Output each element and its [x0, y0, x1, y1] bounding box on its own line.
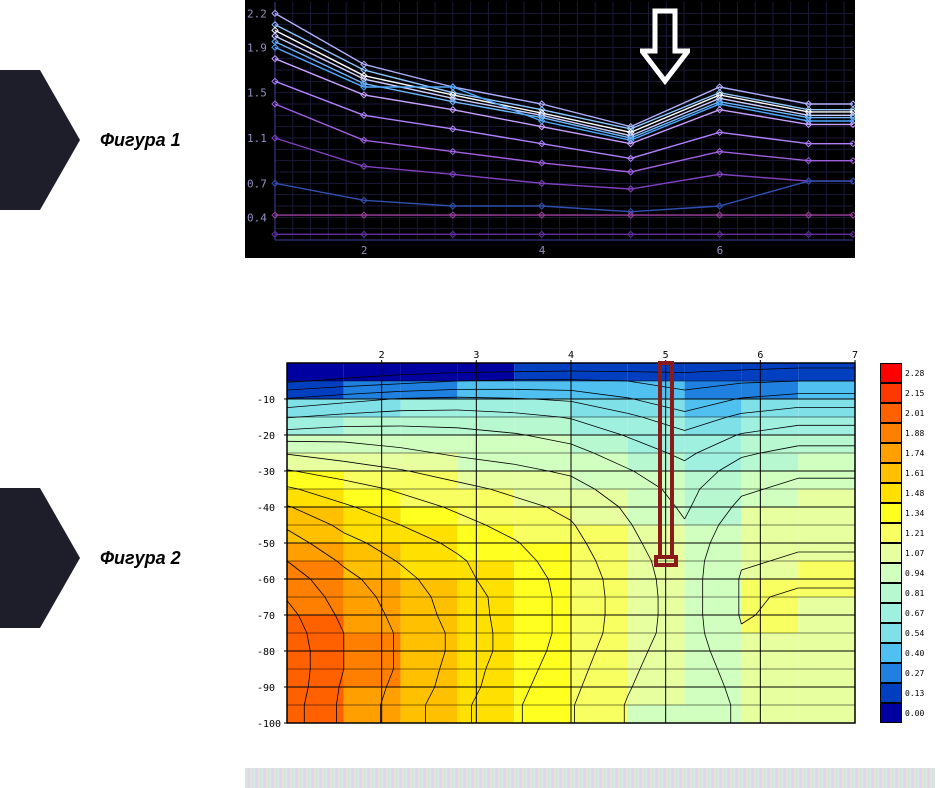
legend-row: 0.54	[880, 623, 940, 643]
legend-row: 1.21	[880, 523, 940, 543]
svg-text:-20: -20	[257, 431, 275, 442]
svg-text:-50: -50	[257, 539, 275, 550]
probe-marker-foot	[654, 555, 678, 567]
svg-text:7: 7	[852, 350, 858, 361]
legend-value: 0.13	[905, 689, 924, 698]
legend-swatch	[880, 563, 902, 583]
legend-value: 0.94	[905, 569, 924, 578]
legend-value: 1.07	[905, 549, 924, 558]
legend-row: 2.01	[880, 403, 940, 423]
legend-row: 1.88	[880, 423, 940, 443]
legend-row: 0.81	[880, 583, 940, 603]
legend-row: 1.34	[880, 503, 940, 523]
legend-value: 1.34	[905, 509, 924, 518]
figure1-pointer: Фигура 1	[0, 70, 181, 210]
legend-row: 0.27	[880, 663, 940, 683]
legend-value: 1.61	[905, 469, 924, 478]
svg-text:-100: -100	[257, 719, 281, 730]
legend-row: 1.74	[880, 443, 940, 463]
svg-text:6: 6	[717, 244, 724, 257]
legend-value: 1.74	[905, 449, 924, 458]
legend-row: 0.13	[880, 683, 940, 703]
legend-row: 0.00	[880, 703, 940, 723]
svg-text:2: 2	[361, 244, 368, 257]
legend-value: 0.81	[905, 589, 924, 598]
legend-swatch	[880, 603, 902, 623]
legend-row: 2.15	[880, 383, 940, 403]
svg-text:5: 5	[663, 350, 669, 361]
figure2-legend: 2.28 2.15 2.01 1.88 1.74 1.61 1.48 1.34 1.21 1.07…	[880, 363, 940, 723]
legend-row: 2.28	[880, 363, 940, 383]
figure1-chart: 0.4 0.7 1.1 1.5 1.9 2.2 2 4 6	[245, 0, 855, 258]
pointer-shape	[0, 70, 80, 210]
legend-swatch	[880, 463, 902, 483]
legend-row: 1.61	[880, 463, 940, 483]
svg-text:-30: -30	[257, 467, 275, 478]
legend-swatch	[880, 423, 902, 443]
legend-swatch	[880, 403, 902, 423]
svg-text:1.5: 1.5	[247, 87, 267, 100]
legend-swatch	[880, 703, 902, 723]
legend-row: 1.48	[880, 483, 940, 503]
legend-value: 0.27	[905, 669, 924, 678]
legend-swatch	[880, 523, 902, 543]
legend-swatch	[880, 643, 902, 663]
legend-value: 0.00	[905, 709, 924, 718]
legend-value: 2.28	[905, 369, 924, 378]
arrow-down-icon	[640, 6, 690, 86]
svg-text:4: 4	[568, 350, 574, 361]
svg-text:-40: -40	[257, 503, 275, 514]
svg-text:-60: -60	[257, 575, 275, 586]
probe-marker	[658, 361, 674, 559]
svg-text:4: 4	[539, 244, 546, 257]
figure1-label: Фигура 1	[100, 130, 181, 151]
figure2-pointer: Фигура 2	[0, 488, 181, 628]
svg-text:-80: -80	[257, 647, 275, 658]
legend-value: 0.54	[905, 629, 924, 638]
legend-swatch	[880, 363, 902, 383]
legend-value: 2.01	[905, 409, 924, 418]
legend-value: 2.15	[905, 389, 924, 398]
svg-text:6: 6	[757, 350, 763, 361]
legend-value: 1.48	[905, 489, 924, 498]
legend-swatch	[880, 483, 902, 503]
legend-value: 1.21	[905, 529, 924, 538]
figure1-svg: 0.4 0.7 1.1 1.5 1.9 2.2 2 4 6	[245, 0, 855, 258]
svg-text:-90: -90	[257, 683, 275, 694]
legend-swatch	[880, 543, 902, 563]
svg-text:1.1: 1.1	[247, 132, 267, 145]
legend-swatch	[880, 663, 902, 683]
svg-text:3: 3	[473, 350, 479, 361]
figure2-label: Фигура 2	[100, 548, 181, 569]
svg-text:-10: -10	[257, 395, 275, 406]
legend-value: 0.40	[905, 649, 924, 658]
legend-row: 0.40	[880, 643, 940, 663]
noise-strip	[245, 768, 935, 788]
svg-text:2: 2	[379, 350, 385, 361]
legend-row: 0.94	[880, 563, 940, 583]
svg-text:0.7: 0.7	[247, 177, 267, 190]
legend-swatch	[880, 503, 902, 523]
legend-value: 0.67	[905, 609, 924, 618]
figure2-svg: 2 3 4 5 6 7 -10 -20 -30 -40 -50 -60 -70 -80 -90 -100	[245, 345, 895, 735]
svg-text:2.2: 2.2	[247, 7, 267, 20]
legend-swatch	[880, 583, 902, 603]
legend-swatch	[880, 623, 902, 643]
legend-swatch	[880, 683, 902, 703]
svg-text:1.9: 1.9	[247, 41, 267, 54]
pointer-shape	[0, 488, 80, 628]
legend-swatch	[880, 443, 902, 463]
legend-value: 1.88	[905, 429, 924, 438]
legend-row: 0.67	[880, 603, 940, 623]
legend-row: 1.07	[880, 543, 940, 563]
svg-text:0.4: 0.4	[247, 211, 267, 224]
legend-swatch	[880, 383, 902, 403]
svg-text:-70: -70	[257, 611, 275, 622]
figure2-chart: 2 3 4 5 6 7 -10 -20 -30 -40 -50 -60 -70 -80 -90 -100 2.…	[245, 345, 940, 735]
